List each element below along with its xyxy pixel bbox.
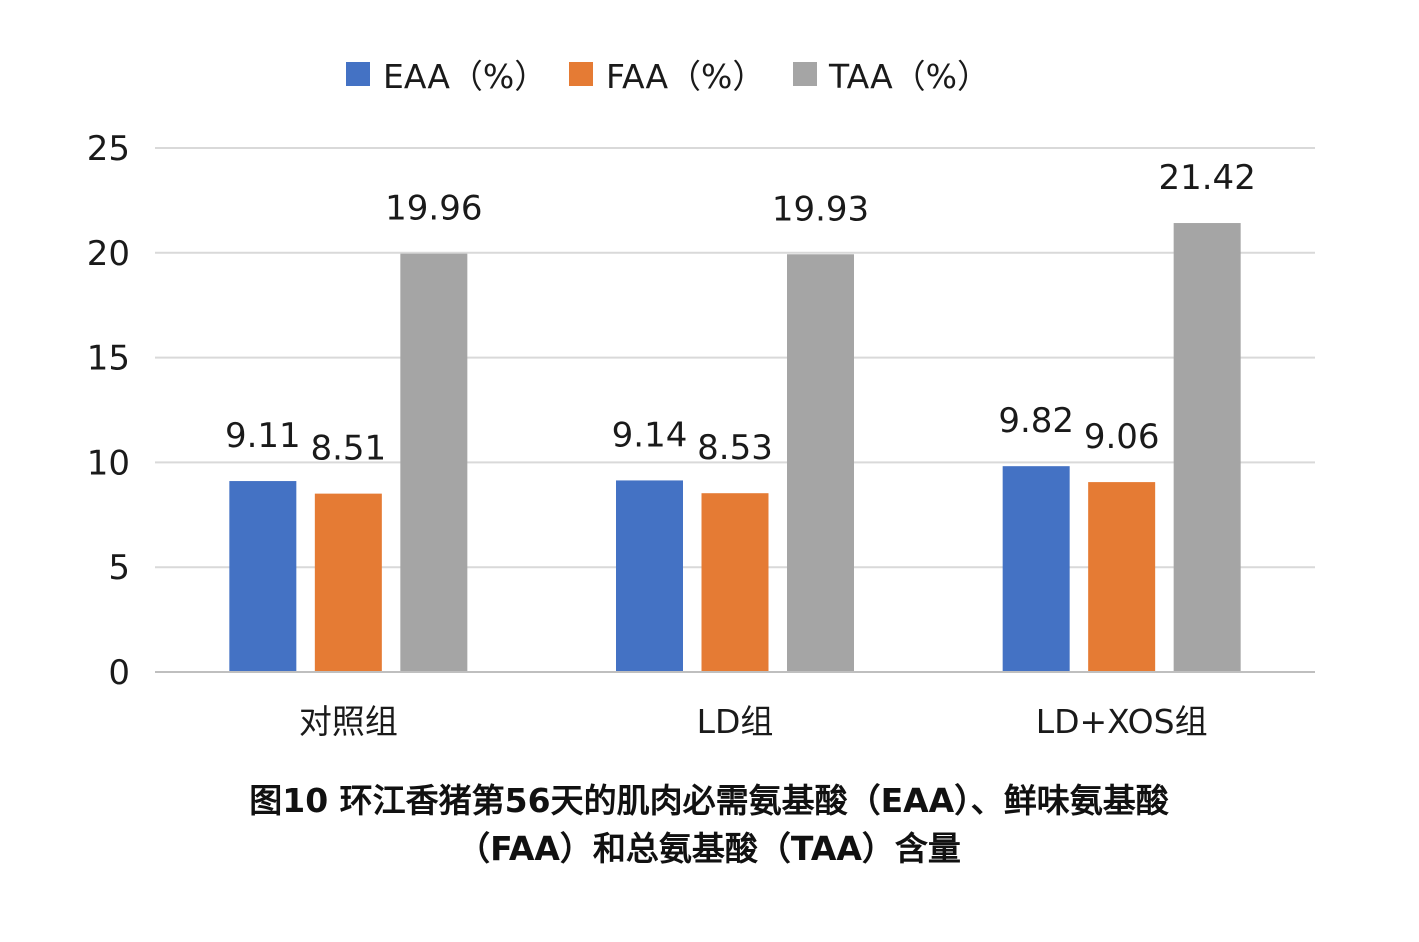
legend-label-faa: FAA（%） <box>606 57 765 96</box>
bar-faa-0 <box>314 493 382 672</box>
y-axis-tick-labels: 0 5 10 15 20 25 <box>87 129 130 693</box>
data-label-taa-0: 19.96 <box>385 189 482 229</box>
y-tick-label: 10 <box>87 443 130 483</box>
legend-swatch-taa <box>793 62 817 86</box>
y-tick-label: 0 <box>108 653 130 693</box>
bar-eaa-2 <box>1002 466 1070 672</box>
y-tick-label: 5 <box>108 548 130 588</box>
bar-faa-2 <box>1088 482 1156 672</box>
bar-taa-1 <box>787 254 854 672</box>
legend: EAA（%） FAA（%） TAA（%） <box>346 57 990 96</box>
data-label-faa-1: 8.53 <box>697 428 773 468</box>
legend-swatch-eaa <box>346 62 370 86</box>
caption-line-1: 图10 环江香猪第56天的肌肉必需氨基酸（EAA）、鲜味氨基酸 <box>249 781 1169 820</box>
legend-swatch-faa <box>569 62 593 86</box>
legend-label-taa: TAA（%） <box>828 57 990 96</box>
bars <box>229 223 1241 672</box>
data-label-eaa-1: 9.14 <box>612 415 688 455</box>
data-label-taa-2: 21.42 <box>1158 158 1255 198</box>
category-label: 对照组 <box>299 702 398 741</box>
data-label-faa-2: 9.06 <box>1084 417 1160 457</box>
x-axis-category-labels: 对照组 LD组 LD+XOS组 <box>299 702 1208 741</box>
data-label-taa-1: 19.93 <box>772 189 869 229</box>
bar-eaa-1 <box>616 480 683 672</box>
data-label-eaa-0: 9.11 <box>225 416 301 456</box>
caption-line-2: （FAA）和总氨基酸（TAA）含量 <box>457 829 961 868</box>
legend-item-taa: TAA（%） <box>793 57 990 96</box>
bar-eaa-0 <box>229 481 297 672</box>
bar-taa-2 <box>1173 223 1241 672</box>
category-label: LD组 <box>697 702 774 741</box>
y-tick-label: 25 <box>87 129 130 169</box>
data-labels: 9.11 8.51 19.96 9.14 8.53 19.93 9.82 9.06 21.42 <box>225 158 1256 469</box>
data-label-eaa-2: 9.82 <box>998 401 1074 441</box>
bar-taa-0 <box>400 253 468 672</box>
category-label: LD+XOS组 <box>1036 702 1208 741</box>
y-tick-label: 15 <box>87 339 130 379</box>
legend-item-faa: FAA（%） <box>569 57 765 96</box>
legend-label-eaa: EAA（%） <box>383 57 547 96</box>
data-label-faa-0: 8.51 <box>310 429 386 469</box>
bar-faa-1 <box>701 493 769 672</box>
y-tick-label: 20 <box>87 234 130 274</box>
legend-item-eaa: EAA（%） <box>346 57 547 96</box>
